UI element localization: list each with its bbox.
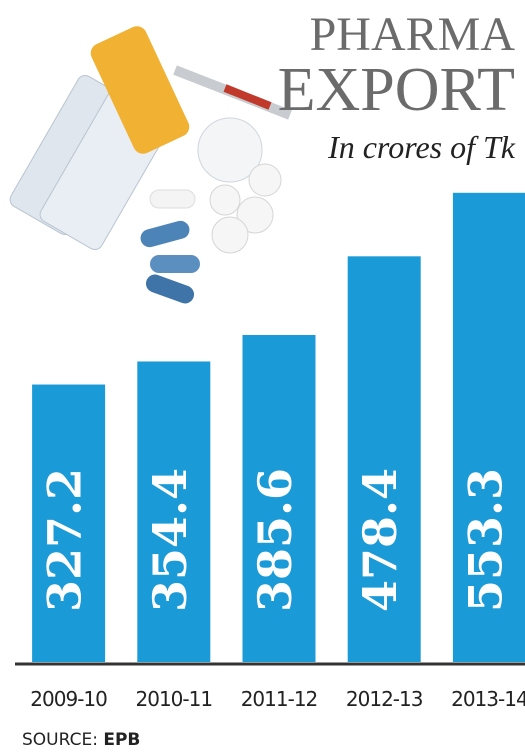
chart: PHARMA EXPORT In crores of Tk SOURCE: EP…: [0, 0, 525, 756]
unit-note: In crores of Tk: [327, 129, 516, 165]
x-tick-label: 2011-12: [241, 687, 318, 711]
source-name: EPB: [103, 730, 140, 750]
pills-illustration: [7, 23, 290, 306]
data-label: 327.2: [38, 468, 92, 612]
x-tick-label: 2013-14: [451, 687, 525, 711]
source: SOURCE: EPB: [22, 730, 140, 750]
data-label: 478.4: [353, 468, 407, 612]
data-label: 553.3: [458, 468, 512, 612]
chart-title: PHARMA: [310, 8, 516, 61]
x-tick-label: 2010-11: [136, 687, 213, 711]
data-label: 354.4: [143, 468, 197, 612]
source-label: SOURCE:: [22, 730, 98, 750]
chart-subtitle: EXPORT: [278, 56, 515, 124]
x-tick-label: 2009-10: [30, 687, 107, 711]
data-label: 385.6: [248, 468, 302, 612]
x-tick-label: 2012-13: [346, 687, 423, 711]
